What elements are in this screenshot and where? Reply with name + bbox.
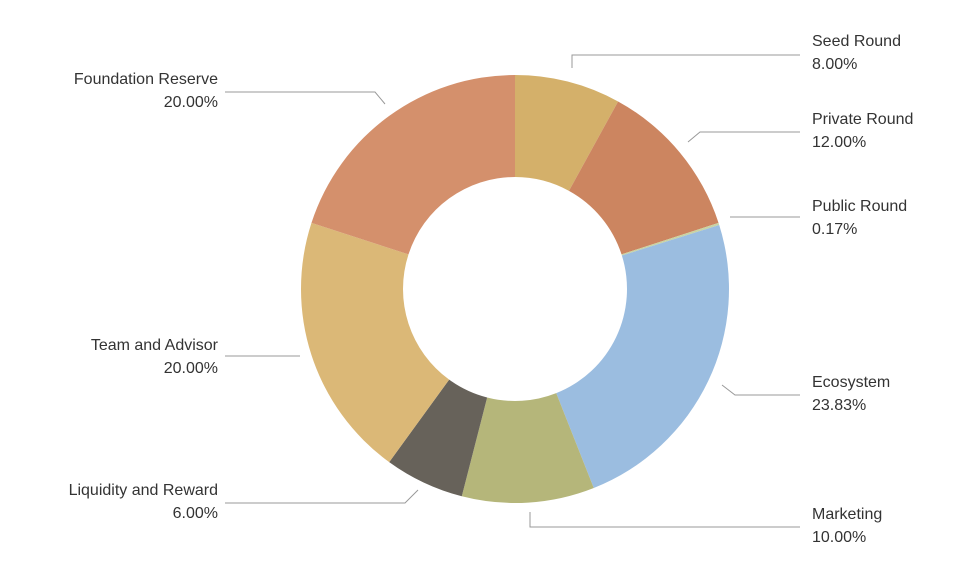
leader-line bbox=[225, 489, 419, 504]
slice-value-label: 10.00% bbox=[812, 529, 866, 546]
slice-label: Public Round bbox=[812, 198, 907, 215]
leader-line bbox=[687, 131, 800, 143]
slice-value-label: 8.00% bbox=[812, 56, 857, 73]
slice-value-label: 23.83% bbox=[812, 397, 866, 414]
donut-slice bbox=[621, 222, 720, 256]
donut-slice bbox=[461, 393, 594, 503]
donut-slice bbox=[389, 379, 488, 497]
donut-slice bbox=[556, 225, 729, 488]
donut-slice bbox=[515, 75, 619, 191]
slice-value-label: 20.00% bbox=[164, 360, 218, 377]
slice-value-label: 12.00% bbox=[812, 134, 866, 151]
slice-label: Liquidity and Reward bbox=[69, 482, 218, 499]
slice-value-label: 0.17% bbox=[812, 221, 857, 238]
leader-line bbox=[721, 384, 800, 396]
slice-label: Private Round bbox=[812, 111, 913, 128]
slice-label: Team and Advisor bbox=[91, 337, 219, 354]
slice-label: Foundation Reserve bbox=[74, 71, 218, 88]
leader-line bbox=[571, 54, 800, 68]
slice-value-label: 6.00% bbox=[173, 505, 218, 522]
leader-line bbox=[529, 512, 800, 528]
donut-slice bbox=[568, 101, 719, 255]
slice-value-label: 20.00% bbox=[164, 94, 218, 111]
donut-slice bbox=[301, 222, 450, 463]
leader-line bbox=[225, 91, 386, 105]
slice-label: Seed Round bbox=[812, 33, 901, 50]
slice-label: Ecosystem bbox=[812, 374, 890, 391]
donut-slice bbox=[311, 75, 515, 255]
slice-label: Marketing bbox=[812, 506, 882, 523]
